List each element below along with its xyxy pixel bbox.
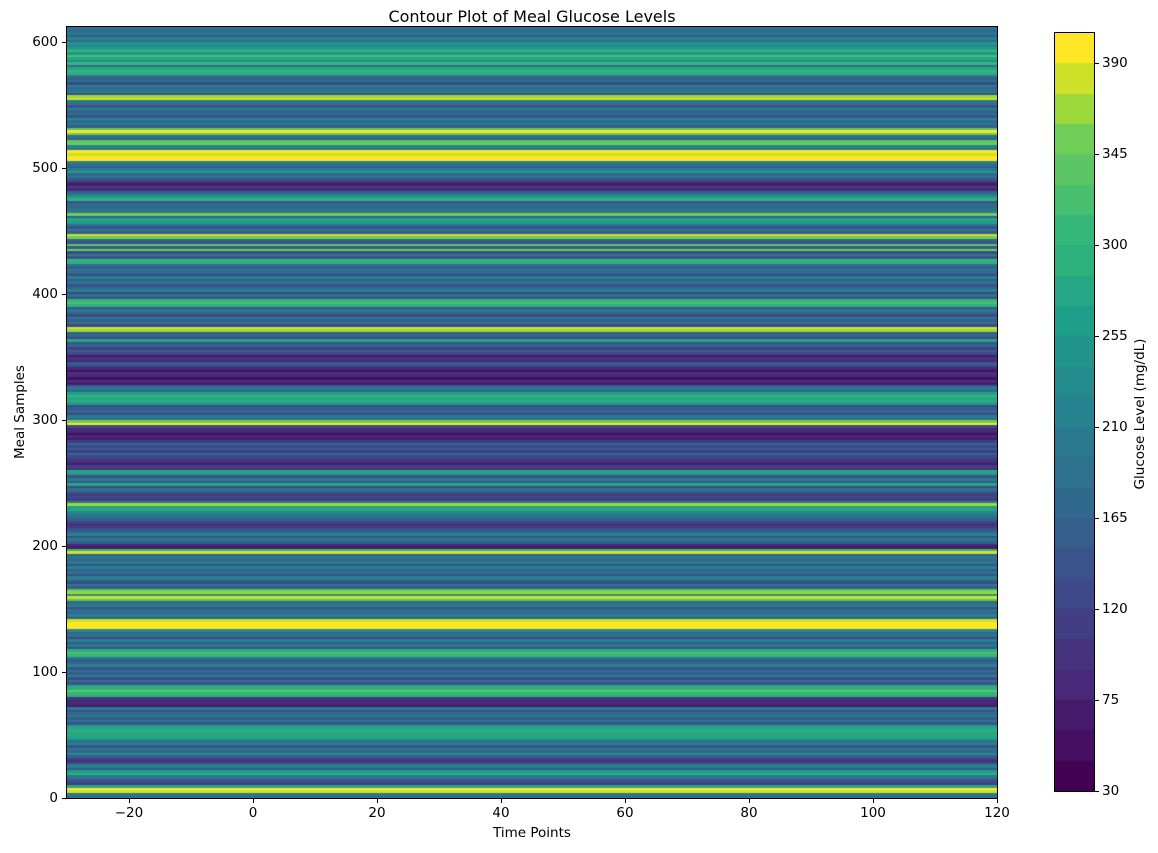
- x-tick-mark: [997, 799, 998, 803]
- colorbar-tick-mark: [1095, 427, 1099, 429]
- colorbar-label: Glucose Level (mg/dL): [1132, 338, 1148, 490]
- y-tick-mark: [62, 420, 66, 422]
- x-tick-mark: [873, 799, 874, 803]
- x-tick-label: 40: [492, 805, 510, 821]
- x-axis-label: Time Points: [493, 825, 571, 841]
- colorbar-tick-label: 165: [1102, 510, 1128, 527]
- x-tick-label: −20: [114, 805, 144, 821]
- x-tick-label: 80: [740, 805, 758, 821]
- y-tick-label: 0: [49, 790, 58, 806]
- colorbar-tick-label: 255: [1102, 328, 1128, 345]
- colorbar-tick-label: 210: [1102, 419, 1128, 436]
- y-tick-label: 200: [32, 538, 58, 555]
- y-tick-mark: [62, 168, 66, 170]
- colorbar-tick-mark: [1095, 609, 1099, 611]
- colorbar-tick-label: 30: [1102, 783, 1120, 799]
- y-tick-mark: [62, 672, 66, 674]
- y-tick-mark: [62, 798, 66, 799]
- chart-title: Contour Plot of Meal Glucose Levels: [388, 7, 676, 26]
- y-tick-label: 600: [32, 34, 58, 51]
- y-axis-label: Meal Samples: [12, 365, 28, 459]
- y-tick-label: 300: [32, 412, 58, 429]
- x-tick-mark: [749, 799, 750, 803]
- heatmap-canvas: [67, 27, 997, 798]
- colorbar-tick-mark: [1095, 700, 1099, 702]
- y-tick-mark: [62, 546, 66, 548]
- colorbar-tick-mark: [1095, 245, 1099, 247]
- x-tick-mark: [501, 799, 502, 803]
- colorbar-tick-mark: [1095, 63, 1099, 65]
- x-tick-label: 100: [860, 805, 886, 821]
- y-tick-label: 500: [32, 160, 58, 177]
- colorbar-canvas: [1055, 33, 1094, 791]
- colorbar-tick-label: 345: [1102, 146, 1128, 163]
- x-tick-label: 0: [248, 805, 258, 821]
- x-tick-label: 60: [616, 805, 634, 821]
- y-tick-mark: [62, 42, 66, 44]
- colorbar-tick-mark: [1095, 518, 1099, 520]
- y-tick-label: 100: [32, 664, 58, 681]
- colorbar-tick-label: 390: [1102, 55, 1128, 72]
- colorbar-tick-mark: [1095, 791, 1099, 792]
- plot-area: [66, 26, 998, 799]
- colorbar-tick-label: 300: [1102, 237, 1128, 254]
- x-tick-mark: [129, 799, 130, 803]
- x-tick-mark: [377, 799, 378, 803]
- y-tick-mark: [62, 294, 66, 296]
- x-tick-label: 120: [984, 805, 1010, 821]
- x-tick-mark: [253, 799, 254, 803]
- colorbar: [1054, 32, 1095, 792]
- x-tick-label: 20: [368, 805, 386, 821]
- colorbar-tick-mark: [1095, 154, 1099, 156]
- colorbar-tick-label: 120: [1102, 601, 1128, 618]
- colorbar-tick-mark: [1095, 336, 1099, 338]
- x-tick-mark: [625, 799, 626, 803]
- y-tick-label: 400: [32, 286, 58, 303]
- colorbar-tick-label: 75: [1102, 692, 1120, 709]
